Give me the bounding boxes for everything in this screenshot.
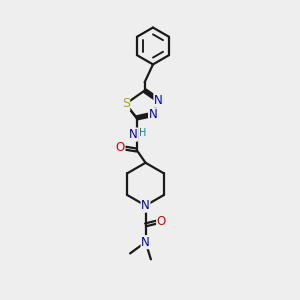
Text: S: S <box>122 98 130 110</box>
Text: N: N <box>141 199 150 212</box>
Text: O: O <box>116 141 125 154</box>
Text: O: O <box>157 215 166 228</box>
Text: N: N <box>141 236 150 249</box>
Text: N: N <box>129 128 137 141</box>
Text: N: N <box>154 94 163 106</box>
Text: N: N <box>148 108 157 121</box>
Text: H: H <box>140 128 147 138</box>
